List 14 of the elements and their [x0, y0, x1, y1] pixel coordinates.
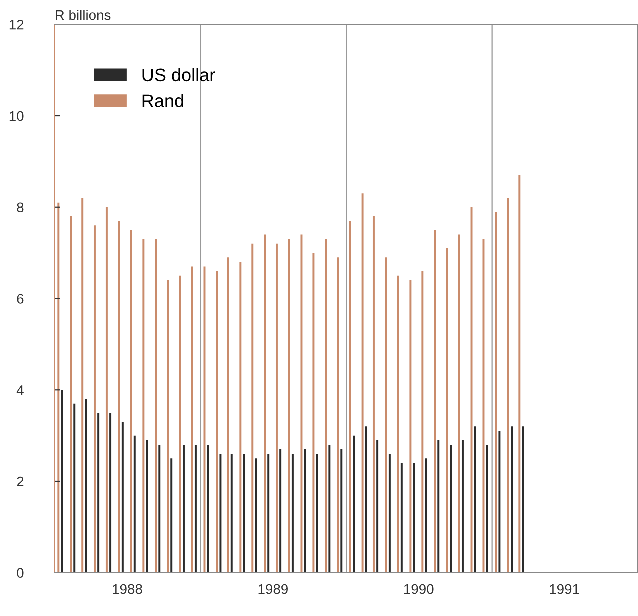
x-tick-label: 1990: [404, 584, 434, 594]
y-tick-label: 6: [17, 294, 24, 304]
legend-label: US dollar: [142, 68, 216, 82]
x-tick-label: 1989: [258, 584, 288, 594]
x-tick-label: 1991: [550, 584, 580, 594]
y-tick-label: 10: [10, 111, 24, 122]
y-tick-label: 8: [17, 202, 24, 213]
legend-label: Rand: [142, 94, 184, 108]
y-tick-label: 4: [16, 386, 24, 396]
y-tick-label: 0: [17, 568, 24, 578]
y-tick-label: 12: [10, 20, 24, 30]
y-axis-title: R billions: [56, 10, 111, 20]
x-tick-label: 1988: [113, 584, 142, 594]
y-tick-label: 2: [17, 476, 24, 487]
